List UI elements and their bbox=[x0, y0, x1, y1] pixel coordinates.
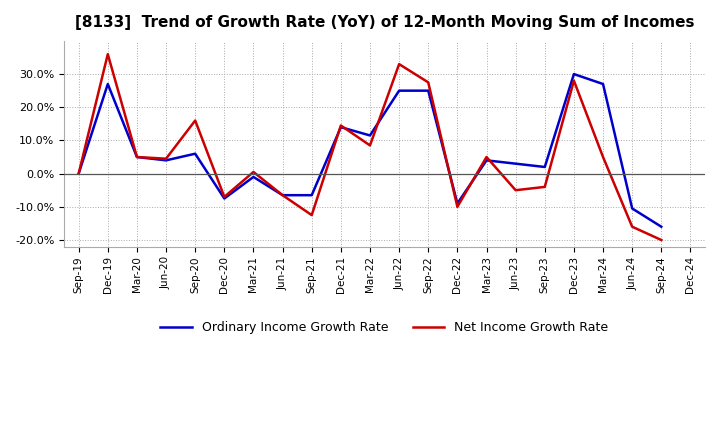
Net Income Growth Rate bbox=[453, 204, 462, 209]
Ordinary Income Growth Rate bbox=[132, 154, 141, 160]
Ordinary Income Growth Rate bbox=[657, 224, 665, 229]
Net Income Growth Rate bbox=[249, 169, 258, 175]
Net Income Growth Rate bbox=[104, 51, 112, 57]
Net Income Growth Rate bbox=[162, 156, 171, 161]
Net Income Growth Rate bbox=[482, 154, 491, 160]
Legend: Ordinary Income Growth Rate, Net Income Growth Rate: Ordinary Income Growth Rate, Net Income … bbox=[156, 316, 613, 339]
Ordinary Income Growth Rate bbox=[424, 88, 433, 93]
Ordinary Income Growth Rate bbox=[453, 201, 462, 206]
Net Income Growth Rate bbox=[541, 184, 549, 190]
Net Income Growth Rate bbox=[336, 123, 345, 128]
Ordinary Income Growth Rate bbox=[162, 158, 171, 163]
Ordinary Income Growth Rate bbox=[541, 165, 549, 170]
Ordinary Income Growth Rate bbox=[511, 161, 520, 166]
Net Income Growth Rate bbox=[424, 80, 433, 85]
Net Income Growth Rate bbox=[220, 194, 229, 199]
Ordinary Income Growth Rate bbox=[104, 81, 112, 87]
Ordinary Income Growth Rate bbox=[249, 174, 258, 180]
Line: Net Income Growth Rate: Net Income Growth Rate bbox=[78, 54, 661, 240]
Net Income Growth Rate bbox=[278, 193, 287, 198]
Net Income Growth Rate bbox=[307, 213, 316, 218]
Ordinary Income Growth Rate bbox=[599, 81, 608, 87]
Ordinary Income Growth Rate bbox=[366, 133, 374, 138]
Ordinary Income Growth Rate bbox=[307, 193, 316, 198]
Line: Ordinary Income Growth Rate: Ordinary Income Growth Rate bbox=[78, 74, 661, 227]
Net Income Growth Rate bbox=[628, 224, 636, 229]
Ordinary Income Growth Rate bbox=[482, 158, 491, 163]
Title: [8133]  Trend of Growth Rate (YoY) of 12-Month Moving Sum of Incomes: [8133] Trend of Growth Rate (YoY) of 12-… bbox=[75, 15, 694, 30]
Net Income Growth Rate bbox=[511, 187, 520, 193]
Ordinary Income Growth Rate bbox=[278, 193, 287, 198]
Net Income Growth Rate bbox=[191, 118, 199, 123]
Ordinary Income Growth Rate bbox=[191, 151, 199, 156]
Net Income Growth Rate bbox=[74, 171, 83, 176]
Ordinary Income Growth Rate bbox=[74, 171, 83, 176]
Net Income Growth Rate bbox=[132, 154, 141, 160]
Ordinary Income Growth Rate bbox=[336, 125, 345, 130]
Ordinary Income Growth Rate bbox=[570, 71, 578, 77]
Net Income Growth Rate bbox=[395, 62, 403, 67]
Net Income Growth Rate bbox=[366, 143, 374, 148]
Net Income Growth Rate bbox=[599, 154, 608, 160]
Net Income Growth Rate bbox=[657, 237, 665, 242]
Net Income Growth Rate bbox=[570, 78, 578, 83]
Ordinary Income Growth Rate bbox=[220, 196, 229, 201]
Ordinary Income Growth Rate bbox=[395, 88, 403, 93]
Ordinary Income Growth Rate bbox=[628, 206, 636, 211]
